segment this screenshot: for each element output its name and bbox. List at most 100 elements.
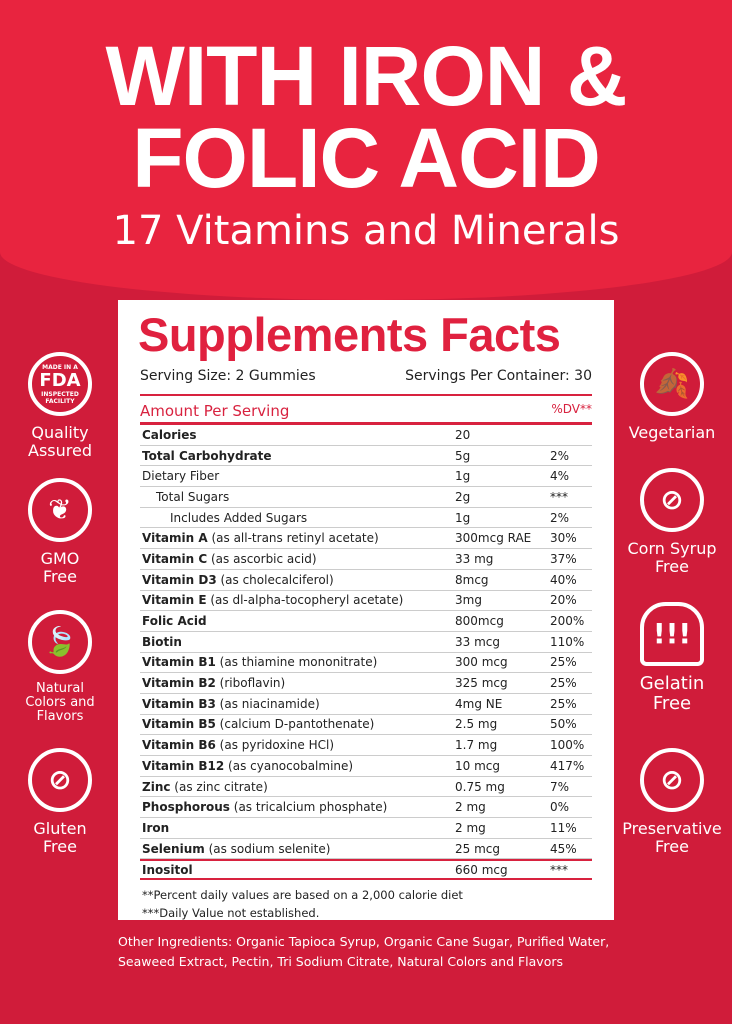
nutrient-amount: 1g [455,510,471,525]
nutrient-amount: 33 mg [455,551,494,566]
nutrient-amount: 660 mcg [455,862,508,877]
nutrient-name: Vitamin B2 (riboflavin) [142,676,286,691]
headline-line2: FOLIC ACID [132,111,601,205]
nutrient-amount: 325 mcg [455,676,508,691]
badge-label: Quality Assured [28,423,92,460]
nutrient-amount: 0.75 mg [455,779,505,794]
footnote: ***Daily Value not established. [142,906,320,921]
nutrient-name: Vitamin D3 (as cholecalciferol) [142,572,334,587]
badge-corn-syrup-free: ⊘ Corn Syrup Free [612,468,732,576]
badge-label: Vegetarian [628,423,716,442]
badge-label: Corn Syrup Free [627,539,717,576]
nutrient-amount: 2.5 mg [455,717,498,732]
badge-gelatin-free: !!! Gelatin Free [612,602,732,714]
nutrient-amount: 2g [455,489,471,504]
table-row: Phosphorous (as tricalcium phosphate) 2 m… [140,797,592,819]
badge-vegetarian: 🍂 Vegetarian [612,352,732,442]
nutrient-name: Calories [142,427,197,442]
fda-seal-icon: MADE IN A FDA INSPECTED FACILITY [28,352,92,416]
nutrient-name: Inositol [142,862,193,877]
nutrient-dv: 20% [550,593,577,608]
table-row: Zinc (as zinc citrate) 0.75 mg 7% [140,777,592,798]
nutrient-name: Zinc (as zinc citrate) [142,779,268,794]
footnote: **Percent daily values are based on a 2,… [142,888,463,903]
headline-line1: WITH IRON & [105,29,628,123]
nutrient-name: Dietary Fiber [142,469,220,484]
table-row: Vitamin B5 (calcium D-pantothenate) 2.5 m… [140,715,592,736]
nutrient-dv: 110% [550,634,585,649]
table-row: Vitamin A (as all-trans retinyl acetate)… [140,528,592,550]
nutrient-dv: 45% [550,841,577,856]
nutrient-name: Folic Acid [142,614,207,629]
table-row: Includes Added Sugars 1g 2% [140,508,592,529]
badge-quality-assured: MADE IN A FDA INSPECTED FACILITY Quality A… [0,352,120,460]
badge-label: Preservative Free [622,819,722,856]
table-row: Total Sugars 2g *** [140,487,592,508]
nutrient-amount: 3mg [455,593,482,608]
nutrient-amount: 25 mcg [455,841,500,856]
nutrient-dv: 37% [550,551,577,566]
table-row: Vitamin D3 (as cholecalciferol) 8mcg 40% [140,570,592,591]
serving-size: Serving Size: 2 Gummies [140,368,316,384]
table-row: Vitamin B3 (as niacinamide) 4mg NE 25% [140,694,592,715]
nutrient-dv: 100% [550,738,585,753]
nutrient-amount: 10 mcg [455,758,500,773]
header-background [0,0,732,300]
amount-header: Amount Per Serving [140,402,290,420]
supplement-facts-panel: Supplements Facts Serving Size: 2 Gummie… [118,300,614,920]
leaf-icon: 🍂 [640,352,704,416]
table-row: Total Carbohydrate 5g 2% [140,446,592,467]
nutrient-name: Vitamin B3 (as niacinamide) [142,696,320,711]
badge-label: Natural Colors and Flavors [25,681,95,724]
nutrient-dv: 4% [550,469,570,484]
nutrient-dv: 30% [550,531,577,546]
nutrient-name: Iron [142,820,170,835]
table-row: Folic Acid 800mcg 200% [140,611,592,632]
badge-label: GMO Free [40,549,80,586]
nutrient-name: Selenium (as sodium selenite) [142,841,331,856]
plant-icon: ❦ [28,478,92,542]
table-row: Calories 20 [140,425,592,446]
servings-per-container: Servings Per Container: 30 [405,368,592,384]
badge-natural: 🍃 Natural Colors and Flavors [0,610,120,724]
nutrient-amount: 8mcg [455,572,489,587]
nutrient-name: Phosphorous (as tricalcium phosphate) [142,800,388,815]
nutrient-amount: 4mg NE [455,696,503,711]
badge-label: Gelatin Free [639,673,705,714]
nutrient-dv: *** [550,489,568,504]
nutrient-name: Vitamin C (as ascorbic acid) [142,551,317,566]
nutrient-dv: 25% [550,696,577,711]
nutrient-amount: 800mcg [455,614,504,629]
table-row: Biotin 33 mcg 110% [140,632,592,653]
table-row: Dietary Fiber 1g 4% [140,466,592,488]
nutrient-name: Vitamin B1 (as thiamine mononitrate) [142,655,378,670]
nutrient-dv: 25% [550,655,577,670]
table-row: Vitamin B6 (as pyridoxine HCl) 1.7 mg 100% [140,735,592,756]
table-row: Selenium (as sodium selenite) 25 mcg 45% [140,839,592,860]
nutrient-dv: 40% [550,572,577,587]
badge-gluten-free: ⊘ Gluten Free [0,748,120,856]
nutrient-dv: 50% [550,717,577,732]
no-wheat-icon: ⊘ [28,748,92,812]
table-row: Vitamin B2 (riboflavin) 325 mcg 25% [140,673,592,694]
nutrient-name: Vitamin B6 (as pyridoxine HCl) [142,738,335,753]
nutrient-name: Vitamin B12 (as cyanocobalmine) [142,758,354,773]
table-row: Inositol 660 mcg *** [140,859,592,881]
nutrient-amount: 5g [455,448,471,463]
nutrient-dv: *** [550,862,568,877]
nutrient-dv: 417% [550,758,585,773]
table-row: Iron 2 mg 11% [140,818,592,839]
nutrient-name: Total Carbohydrate [142,448,272,463]
table-row: Vitamin E (as dl-alpha-tocopheryl acetat… [140,591,592,612]
table-row: Vitamin B1 (as thiamine mononitrate) 300 … [140,653,592,674]
leaf-icon: 🍃 [28,610,92,674]
other-ingredients: Other Ingredients: Organic Tapioca Syrup… [118,934,610,969]
nutrient-dv: 0% [550,800,570,815]
nutrient-dv: 200% [550,614,585,629]
nutrient-amount: 33 mcg [455,634,500,649]
nutrient-amount: 300 mcg [455,655,508,670]
nutrient-name: Vitamin E (as dl-alpha-tocopheryl acetat… [142,593,404,608]
nutrient-amount: 2 mg [455,820,486,835]
badge-label: Gluten Free [33,819,87,856]
dv-header: %DV** [551,402,592,416]
